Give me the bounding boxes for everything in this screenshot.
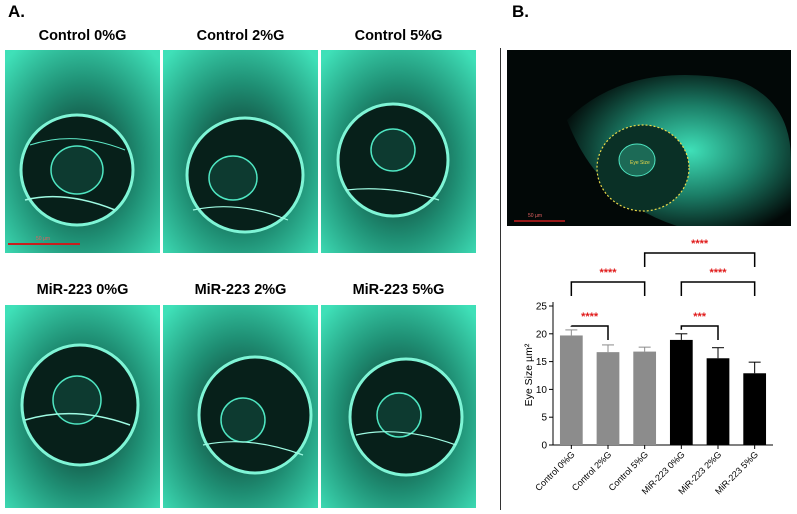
lateral-scale-label: 50 µm: [528, 213, 542, 219]
eye-size-overlay-label: Eye Size: [630, 160, 650, 166]
micrograph-control-0g: [5, 50, 160, 253]
y-tick-label: 10: [536, 385, 548, 396]
bar-3: [669, 339, 693, 445]
panel-a-letter: A.: [8, 2, 25, 21]
micrograph-control-2g: [163, 50, 318, 253]
y-axis-label: Eye Size µm²: [523, 343, 535, 406]
bar-2: [633, 351, 657, 445]
significance-bracket-0: [570, 325, 609, 340]
micrograph-mir-2g: [163, 305, 318, 508]
title-mir-0g: MiR-223 0%G: [36, 282, 129, 298]
bar-0: [559, 335, 583, 445]
bar-1: [596, 352, 620, 445]
panel-divider: [500, 48, 501, 510]
y-tick-label: 15: [536, 357, 548, 368]
panel-b-letter: B.: [512, 2, 529, 21]
y-tick-label: 20: [536, 329, 548, 340]
micrograph-mir-0g: [5, 305, 160, 508]
significance-label-2: ***: [693, 311, 707, 323]
significance-bracket-4: [643, 252, 756, 267]
title-control-5g: Control 5%G: [354, 28, 443, 44]
title-control-0g: Control 0%G: [38, 28, 127, 44]
title-mir-2g: MiR-223 2%G: [194, 282, 287, 298]
significance-bracket-2: [680, 325, 719, 340]
scale-bar: [8, 243, 80, 245]
significance-label-3: ****: [709, 267, 727, 279]
y-tick-label: 25: [536, 302, 548, 313]
micrograph-mir-5g: [321, 305, 476, 508]
y-tick-label: 0: [541, 441, 547, 452]
significance-bracket-1: [570, 281, 646, 296]
micrograph-lateral-eye: [507, 50, 791, 226]
significance-label-4: ****: [691, 238, 709, 250]
significance-bracket-3: [680, 281, 756, 296]
scale-bar-label: 50 µm: [36, 236, 50, 242]
significance-label-0: ****: [581, 311, 599, 323]
title-control-2g: Control 2%G: [196, 28, 285, 44]
y-tick-label: 5: [541, 413, 547, 424]
significance-label-1: ****: [599, 267, 617, 279]
title-mir-5g: MiR-223 5%G: [352, 282, 445, 298]
bar-4: [706, 358, 730, 445]
bar-5: [743, 373, 767, 445]
micrograph-control-5g: [321, 50, 476, 253]
